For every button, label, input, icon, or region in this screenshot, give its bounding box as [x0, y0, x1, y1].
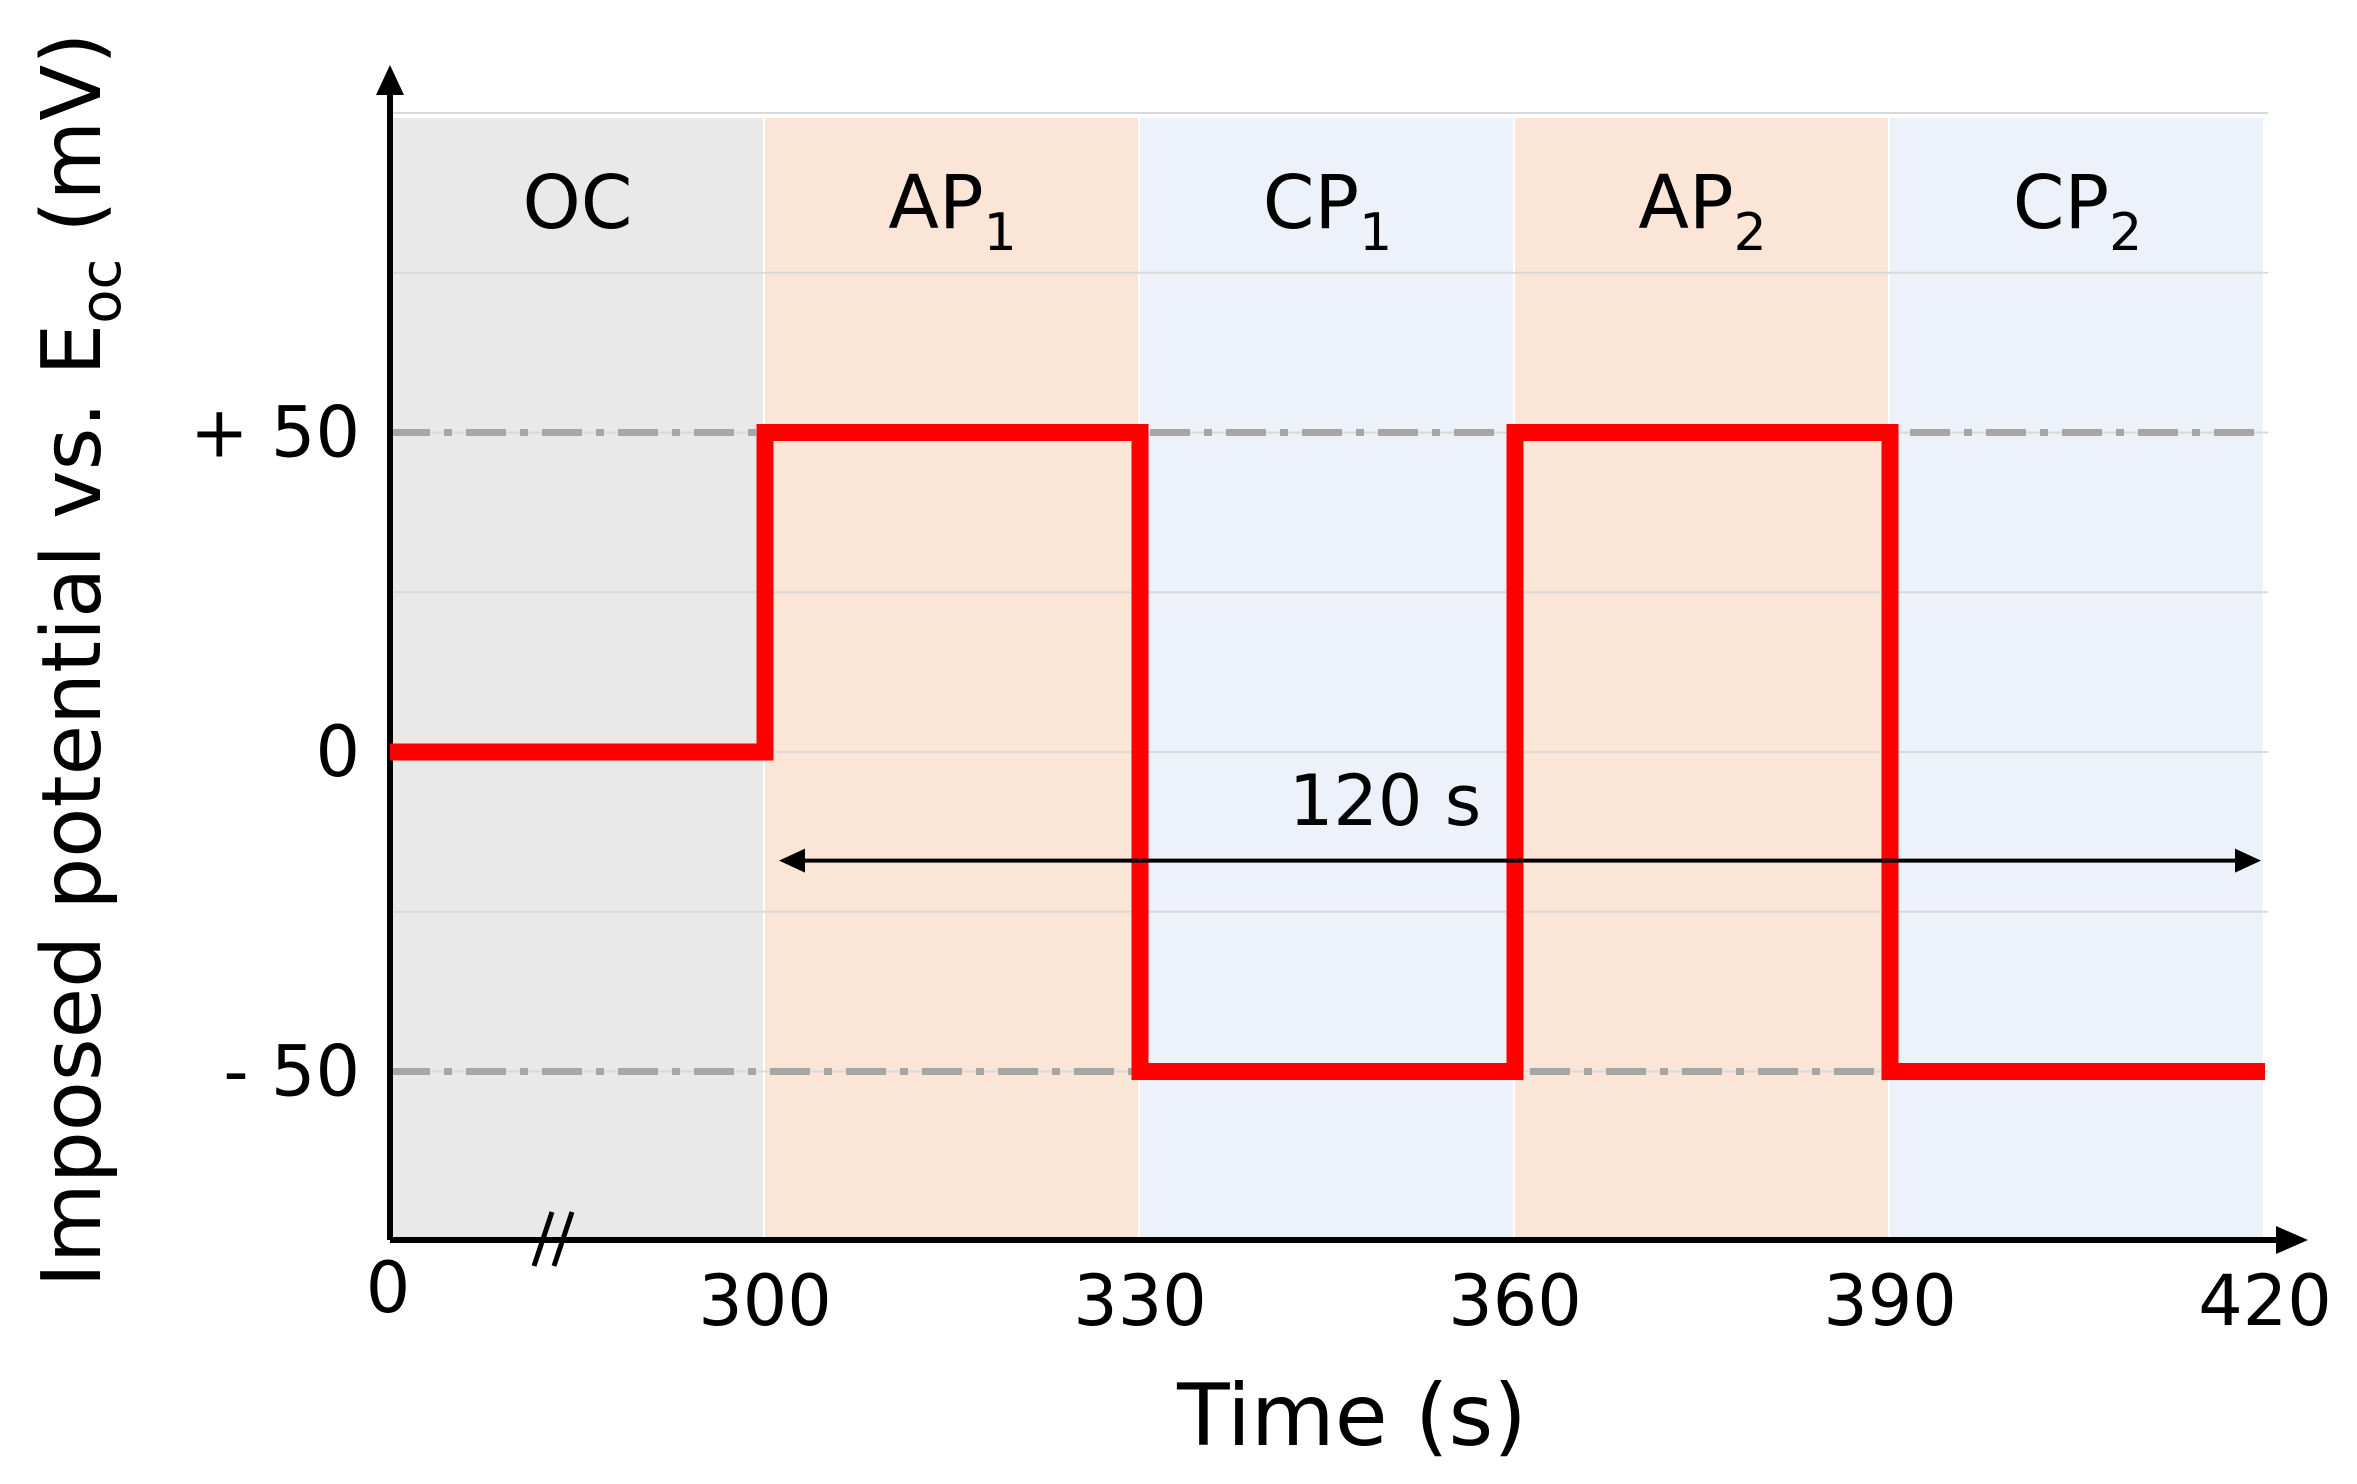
region-0 — [390, 118, 765, 1238]
y-axis-title: Imposed potential vs. Eoc (mV) — [25, 33, 134, 1288]
region-3 — [1515, 118, 1890, 1238]
y-tick-label: + 50 — [190, 392, 360, 474]
region-label-main: AP — [888, 160, 983, 246]
y-axis-title-main: Imposed potential vs. E — [25, 324, 120, 1288]
region-1 — [765, 118, 1140, 1238]
annotation-arrowhead-left — [779, 848, 805, 873]
annotation-arrowhead-right — [2235, 848, 2261, 873]
region-label-main: OC — [523, 160, 633, 246]
x-axis-title: Time (s) — [1176, 1366, 1527, 1466]
x-axis-arrow — [2276, 1226, 2308, 1254]
region-label-main: AP — [1638, 160, 1733, 246]
region-label-3: AP2 — [1638, 160, 1766, 263]
y-tick-label: - 50 — [223, 1031, 360, 1113]
region-label-2: CP1 — [1263, 160, 1392, 263]
region-label-subscript: 1 — [1359, 203, 1392, 263]
region-4 — [1890, 118, 2265, 1238]
series — [390, 424, 2265, 1080]
annotations: 120 s — [779, 760, 2261, 873]
axes — [376, 65, 2308, 1267]
region-label-subscript: 2 — [1734, 203, 1767, 263]
x-tick-label: 0 — [366, 1247, 411, 1329]
region-2 — [1140, 118, 1515, 1238]
region-label-4: CP2 — [2013, 160, 2142, 263]
axis-break-mark — [551, 1211, 575, 1267]
x-tick-label: 300 — [698, 1260, 832, 1342]
y-axis-arrow — [376, 65, 404, 95]
region-label-0: OC — [523, 160, 633, 246]
y-axis-title-unit: (mV) — [25, 33, 120, 259]
x-tick-label: 360 — [1448, 1260, 1582, 1342]
annotation-label: 120 s — [1289, 760, 1481, 842]
region-label-main: CP — [1263, 160, 1359, 246]
series-line-0 — [390, 424, 2265, 1080]
x-tick-label: 390 — [1823, 1260, 1957, 1342]
phase-regions — [390, 118, 2267, 1238]
region-label-main: CP — [2013, 160, 2109, 246]
region-label-1: AP1 — [888, 160, 1016, 263]
y-tick-label: 0 — [315, 711, 360, 793]
x-tick-label: 420 — [2198, 1260, 2332, 1342]
x-tick-label: 330 — [1073, 1260, 1207, 1342]
region-label-subscript: 1 — [984, 203, 1017, 263]
axis-break-mark — [531, 1211, 555, 1267]
y-axis-title-subscript: oc — [69, 259, 134, 324]
region-label-subscript: 2 — [2109, 203, 2142, 263]
